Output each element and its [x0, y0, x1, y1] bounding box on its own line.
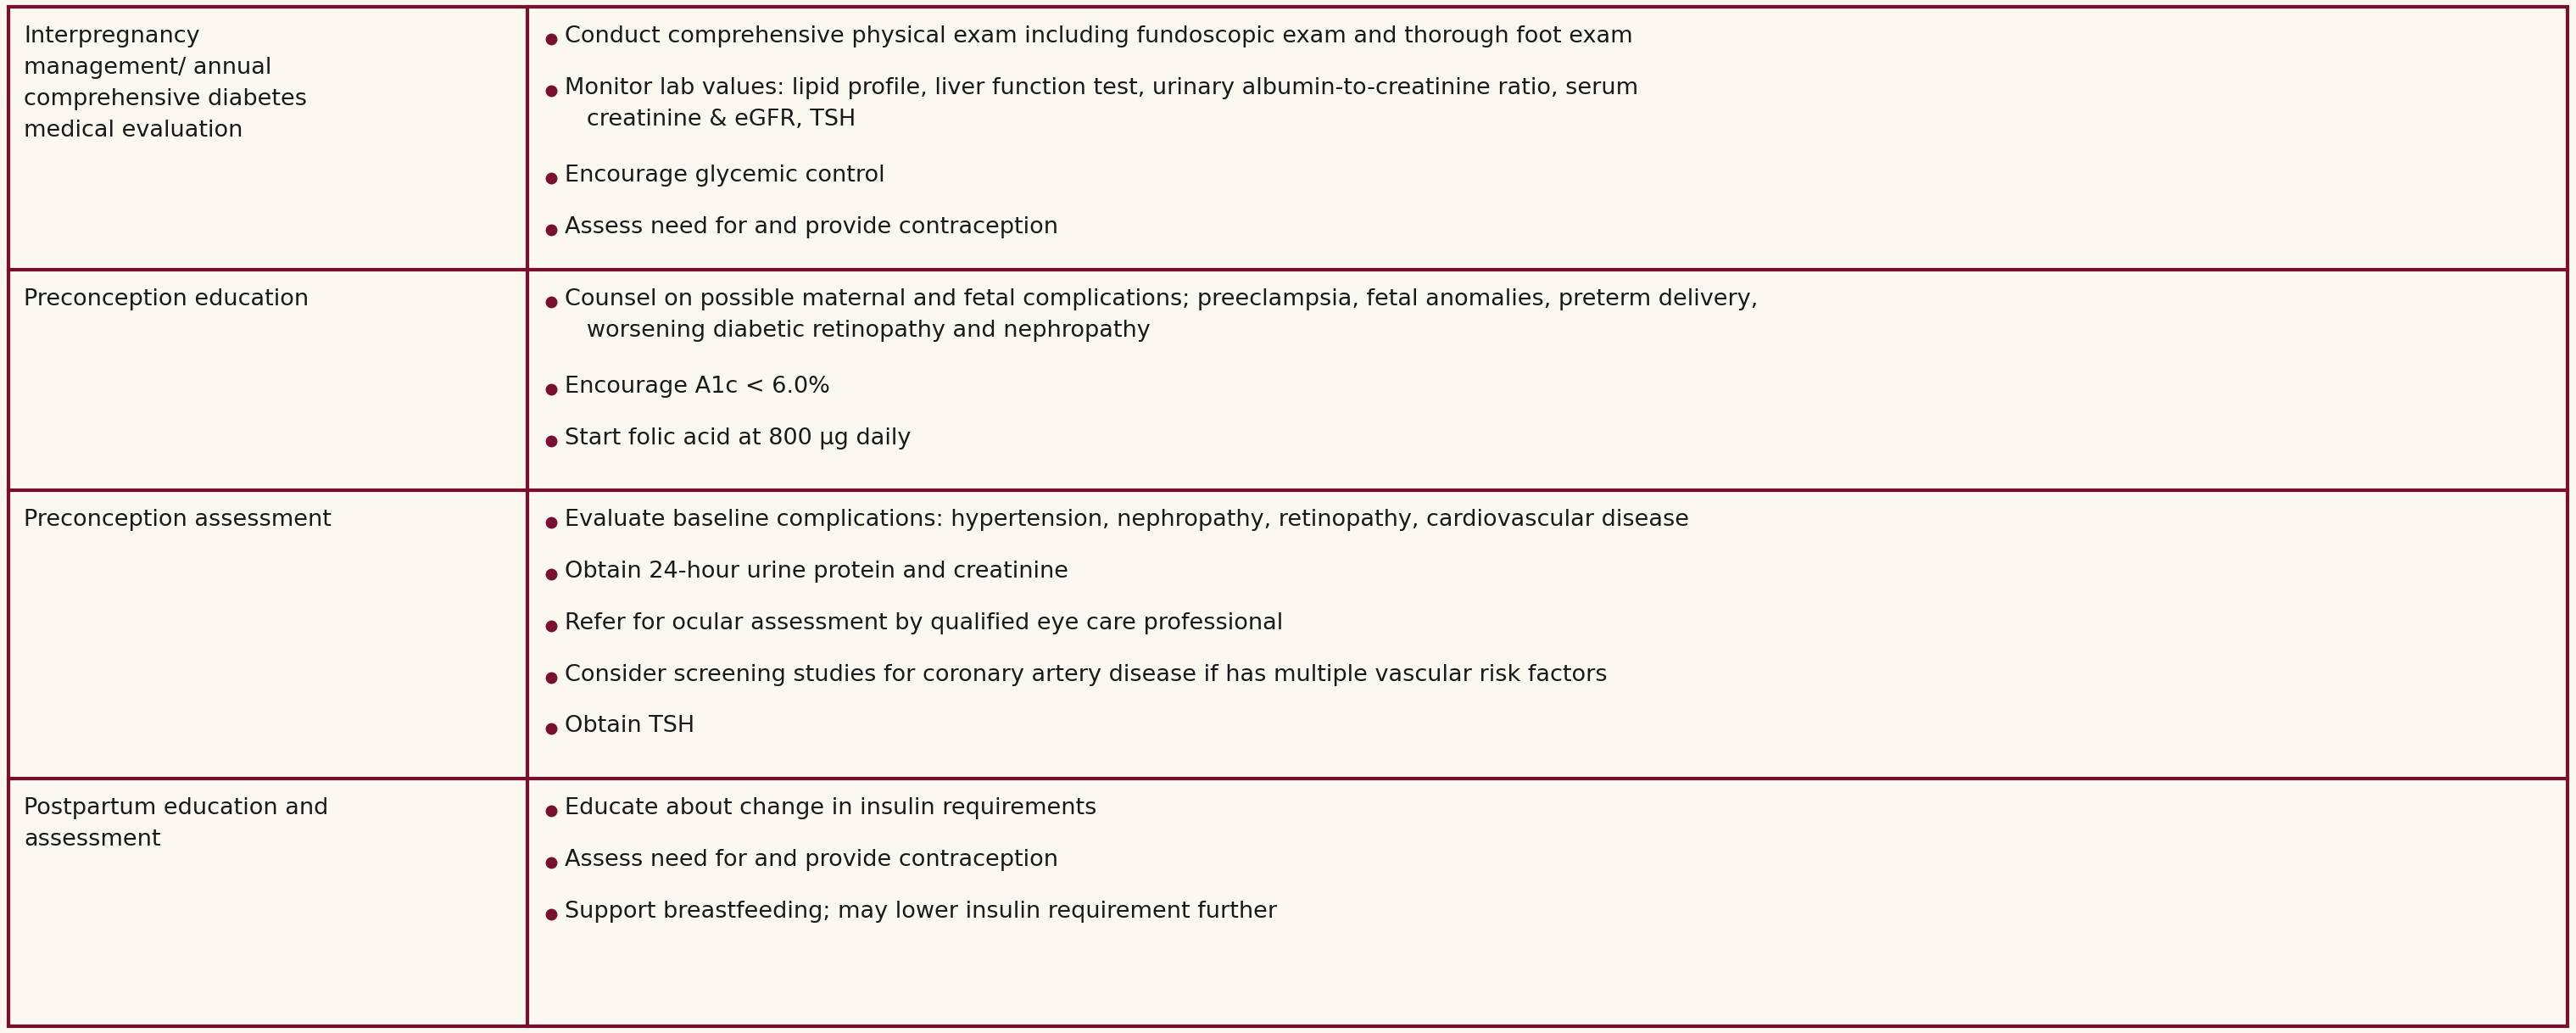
Text: Support breastfeeding; may lower insulin requirement further: Support breastfeeding; may lower insulin… — [564, 901, 1278, 922]
Text: Start folic acid at 800 μg daily: Start folic acid at 800 μg daily — [564, 428, 912, 449]
Text: Conduct comprehensive physical exam including fundoscopic exam and thorough foot: Conduct comprehensive physical exam incl… — [564, 26, 1633, 48]
Text: Preconception assessment: Preconception assessment — [23, 509, 332, 531]
Text: Evaluate baseline complications: hypertension, nephropathy, retinopathy, cardiov: Evaluate baseline complications: hyperte… — [564, 509, 1690, 531]
Text: Refer for ocular assessment by qualified eye care professional: Refer for ocular assessment by qualified… — [564, 613, 1283, 634]
Text: Preconception education: Preconception education — [23, 288, 309, 310]
Text: Obtain 24-hour urine protein and creatinine: Obtain 24-hour urine protein and creatin… — [564, 561, 1069, 583]
Text: Obtain TSH: Obtain TSH — [564, 716, 696, 738]
Text: Counsel on possible maternal and fetal complications; preeclampsia, fetal anomal: Counsel on possible maternal and fetal c… — [564, 288, 1757, 342]
Text: Consider screening studies for coronary artery disease if has multiple vascular : Consider screening studies for coronary … — [564, 664, 1607, 686]
Text: Postpartum education and
assessment: Postpartum education and assessment — [23, 797, 330, 850]
Text: Encourage glycemic control: Encourage glycemic control — [564, 164, 886, 186]
Text: Assess need for and provide contraception: Assess need for and provide contraceptio… — [564, 216, 1059, 238]
Text: Encourage A1c < 6.0%: Encourage A1c < 6.0% — [564, 376, 829, 398]
Text: Monitor lab values: lipid profile, liver function test, urinary albumin-to-creat: Monitor lab values: lipid profile, liver… — [564, 77, 1638, 130]
Text: Assess need for and provide contraception: Assess need for and provide contraceptio… — [564, 849, 1059, 871]
Text: Interpregnancy
management/ annual
comprehensive diabetes
medical evaluation: Interpregnancy management/ annual compre… — [23, 26, 307, 142]
Text: Educate about change in insulin requirements: Educate about change in insulin requirem… — [564, 797, 1097, 819]
